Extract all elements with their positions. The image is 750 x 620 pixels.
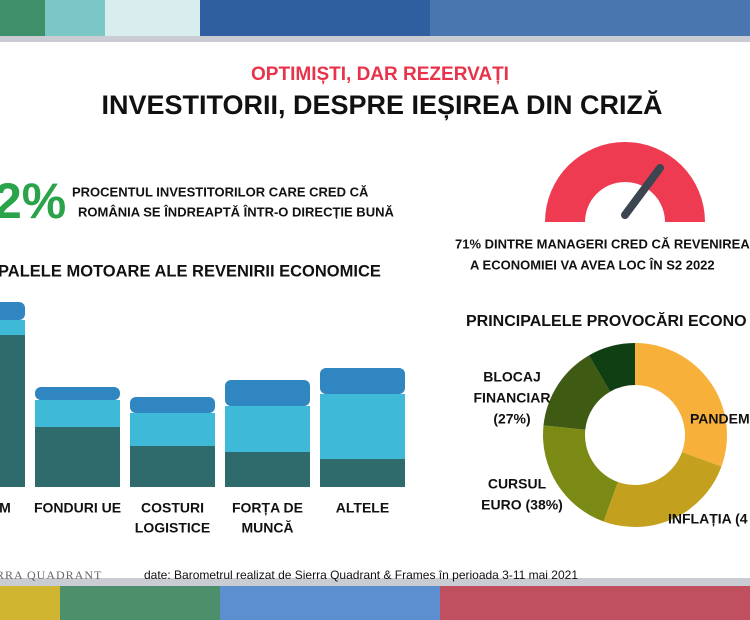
gauge-line: 71% DINTRE MANAGERI CRED CĂ REVENIREA	[455, 236, 750, 251]
logo: RRA QUADRANT	[0, 568, 102, 582]
bar-segment	[320, 459, 405, 487]
segment-label: FINANCIAR	[474, 390, 551, 406]
bar-segment	[0, 335, 25, 487]
bars-title: PALELE MOTOARE ALE REVENIRII ECONOMICE	[0, 262, 381, 280]
bar-segment	[320, 368, 405, 394]
bar-segment	[225, 380, 310, 406]
donut-segment	[543, 355, 610, 430]
bar-segment	[35, 400, 120, 427]
segment-label: BLOCAJ	[483, 369, 541, 385]
bar-segment	[130, 413, 215, 446]
segment-label: CURSUL	[488, 476, 547, 492]
bar-segment	[225, 406, 310, 452]
category-label: FORȚA DE	[232, 500, 303, 516]
category-label: FONDURI UE	[34, 500, 121, 516]
stat-value: 2%	[0, 173, 66, 229]
bar-segment	[320, 394, 405, 459]
bar-segment	[0, 320, 25, 335]
category-label: MUNCĂ	[241, 520, 293, 536]
stat-line: PROCENTUL INVESTITORILOR CARE CRED CĂ	[72, 184, 369, 199]
gauge	[545, 142, 705, 222]
source: date: Barometrul realizat de Sierra Quad…	[144, 568, 578, 582]
bar-segment	[130, 397, 215, 413]
category-label: LOGISTICE	[135, 520, 210, 536]
category-label: COSTURI	[141, 500, 204, 516]
bar-segment	[130, 446, 215, 487]
category-label: M	[0, 500, 11, 516]
segment-label: INFLAȚIA (4	[668, 511, 748, 527]
category-label: ALTELE	[336, 500, 389, 516]
donut-segment	[603, 452, 722, 527]
bar-segment	[35, 427, 120, 487]
bar-segment	[225, 452, 310, 487]
segment-label: (27%)	[493, 411, 530, 427]
gauge-line: A ECONOMIEI VA AVEA LOC ÎN S2 2022	[470, 257, 715, 272]
title: INVESTITORII, DESPRE IEȘIREA DIN CRIZĂ	[101, 89, 662, 120]
donut-title: PRINCIPALELE PROVOCĂRI ECONO	[466, 311, 747, 330]
donut-segment	[589, 343, 635, 392]
stat-line: ROMÂNIA SE ÎNDREAPTĂ ÎNTR-O DIRECȚIE BUN…	[78, 204, 394, 219]
subtitle: OPTIMIȘTI, DAR REZERVAȚI	[251, 64, 509, 85]
donut-segment	[635, 343, 727, 467]
bar-segment	[35, 387, 120, 400]
donut-segment	[542, 425, 618, 522]
segment-label: EURO (38%)	[481, 497, 563, 513]
bar-segment	[0, 302, 25, 320]
segment-label: PANDEM	[690, 411, 750, 427]
